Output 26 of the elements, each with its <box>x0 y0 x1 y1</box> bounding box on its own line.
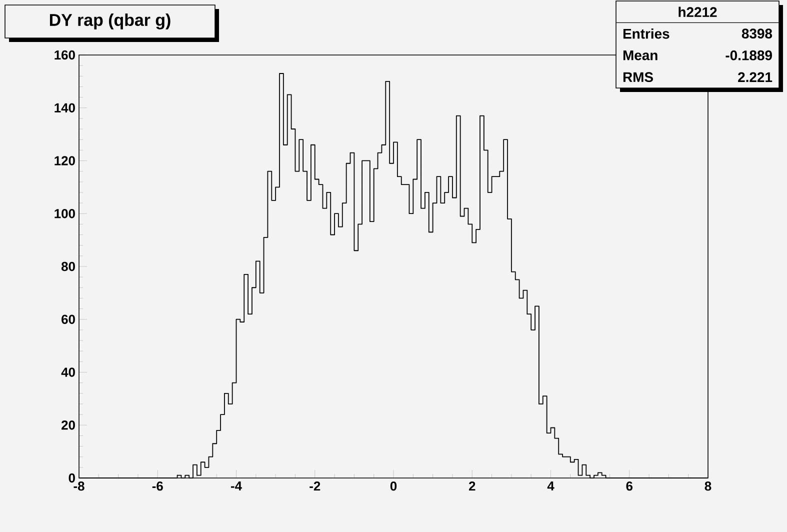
annotation: RMS <box>623 72 653 82</box>
y-tick-label: 120 <box>54 156 75 166</box>
x-tick-label: -6 <box>152 482 163 491</box>
x-tick-label: 2 <box>468 482 476 491</box>
x-tick-label: 0 <box>390 482 397 491</box>
x-tick-label: 4 <box>547 482 554 490</box>
y-tick-label: 0 <box>68 473 75 483</box>
y-tick-label: 60 <box>62 314 75 324</box>
x-tick-label: -2 <box>310 482 320 491</box>
x-tick-label: 8 <box>704 482 712 491</box>
x-tick-label: 6 <box>626 482 633 491</box>
x-tick-label: -4 <box>231 482 242 490</box>
chart-title: DY rap (qbar g) <box>50 14 170 30</box>
y-tick-label: 100 <box>54 209 75 218</box>
x-tick-label: -8 <box>74 482 84 491</box>
text: -0.1889 <box>726 50 772 60</box>
y-tick-label: 80 <box>61 262 75 272</box>
text: 8398 <box>742 28 772 39</box>
text: Entries <box>623 28 670 39</box>
y-tick-label: 40 <box>61 368 75 377</box>
y-tick-label: 140 <box>54 103 75 112</box>
text: h2212 <box>678 6 717 17</box>
annotation: Mean <box>623 50 658 60</box>
text: 2.221 <box>738 72 772 82</box>
y-tick-label: 20 <box>62 420 75 430</box>
y-tick-label: 160 <box>54 50 75 60</box>
